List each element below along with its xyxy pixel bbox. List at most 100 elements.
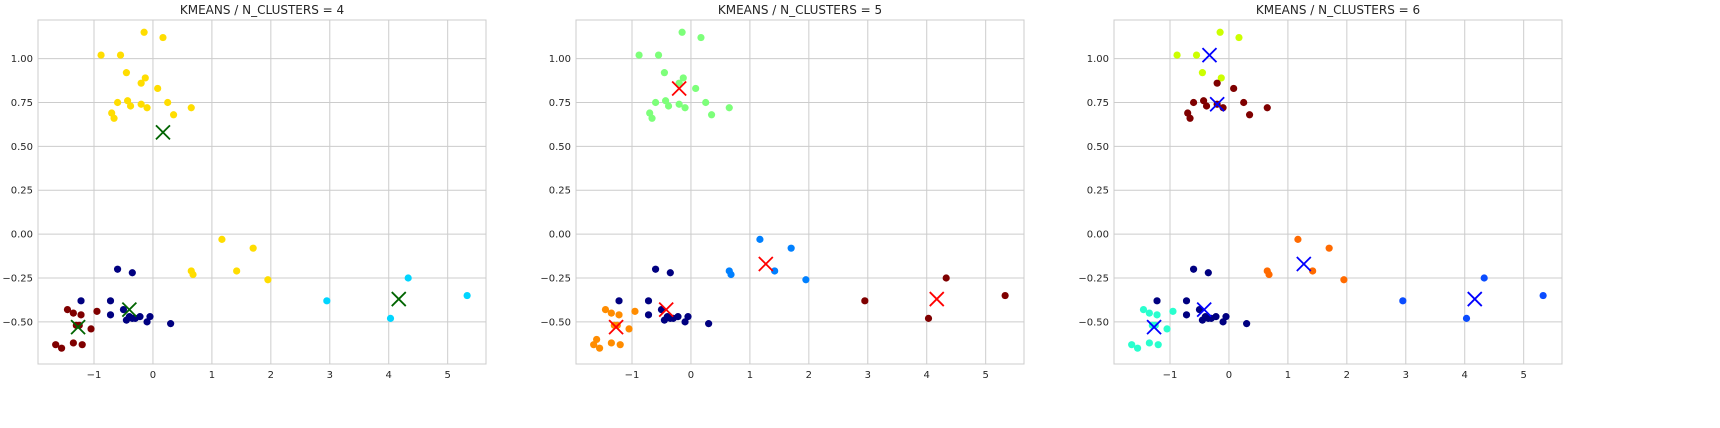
centroid-marker (70, 319, 86, 335)
data-point-cluster-1 (189, 270, 197, 279)
x-tick-label: 1 (1285, 370, 1291, 381)
data-point-cluster-5 (1294, 235, 1302, 243)
centroid-marker (658, 301, 674, 318)
data-point-cluster-6 (1399, 297, 1407, 305)
centroid-marker (608, 319, 624, 335)
plot-area (37, 19, 487, 365)
data-point-cluster-3 (625, 325, 633, 333)
x-tick-label: 3 (327, 370, 333, 381)
data-point-cluster-3 (87, 325, 95, 333)
y-tick-label: 0.50 (11, 142, 33, 153)
data-point-cluster-5 (924, 314, 933, 322)
centroid-marker (671, 80, 687, 97)
data-point-cluster-1 (187, 104, 195, 112)
data-point-cluster-1 (140, 28, 148, 36)
y-tick-label: 0.00 (549, 230, 571, 241)
x-tick-label: 1 (747, 370, 753, 381)
data-point-cluster-1 (1173, 51, 1181, 59)
data-point-cluster-1 (702, 98, 710, 107)
data-point-cluster-3 (631, 307, 639, 315)
centroid-stroke (1209, 96, 1225, 112)
x-tick-label: 4 (1462, 370, 1468, 381)
data-point-cluster-4 (1163, 325, 1171, 333)
data-point-cluster-5 (1001, 291, 1009, 300)
data-point-cluster-2 (644, 311, 653, 319)
data-point-cluster-4 (1145, 339, 1153, 347)
data-point-cluster-3 (593, 335, 601, 344)
x-tick-label: 0 (1226, 370, 1232, 381)
y-tick-label: 1.00 (1087, 54, 1109, 65)
centroid-marker (1146, 319, 1162, 335)
data-point-cluster-1 (159, 33, 167, 42)
y-tick-label: −0.50 (2, 317, 33, 328)
data-point-cluster-1 (725, 104, 733, 112)
data-point-cluster-1 (164, 98, 172, 107)
data-point-cluster-1 (169, 111, 178, 119)
centroid-marker (1467, 291, 1483, 307)
data-point-cluster-1 (678, 28, 686, 36)
data-point-cluster-3 (1222, 313, 1230, 321)
centroid-stroke (155, 124, 171, 140)
data-point-cluster-1 (249, 244, 257, 252)
x-tick-label: 3 (865, 370, 871, 381)
data-point-cluster-3 (595, 344, 604, 352)
data-point-cluster-3 (616, 341, 624, 349)
data-point-cluster-2 (1213, 79, 1221, 87)
data-point-cluster-3 (607, 339, 615, 347)
data-point-cluster-3 (1182, 297, 1191, 305)
data-point-cluster-4 (404, 274, 412, 282)
y-tick-label: 0.25 (11, 186, 33, 197)
data-point-cluster-3 (1189, 265, 1198, 273)
data-point-cluster-1 (113, 98, 122, 107)
data-point-cluster-4 (1169, 307, 1177, 315)
data-point-cluster-2 (146, 313, 154, 321)
centroid-marker (1201, 47, 1218, 63)
data-point-cluster-4 (1139, 305, 1148, 314)
data-point-cluster-1 (1198, 69, 1207, 77)
data-point-cluster-3 (1207, 314, 1215, 322)
data-point-cluster-4 (1153, 311, 1161, 319)
data-point-cluster-1 (675, 100, 683, 108)
y-tick-label: 0.25 (549, 186, 571, 197)
data-point-cluster-3 (69, 339, 77, 347)
data-point-cluster-4 (727, 270, 735, 279)
data-point-cluster-2 (106, 311, 115, 319)
y-tick-label: 0.75 (1087, 98, 1109, 109)
data-point-cluster-2 (131, 314, 139, 322)
data-point-cluster-4 (1133, 344, 1142, 352)
data-point-cluster-1 (97, 51, 105, 59)
x-tick-label: 0 (150, 370, 156, 381)
centroid-stroke (758, 256, 774, 272)
data-point-cluster-2 (666, 269, 674, 277)
data-point-cluster-2 (167, 320, 175, 328)
data-point-cluster-1 (681, 104, 689, 112)
centroid-marker (155, 124, 171, 140)
data-point-cluster-4 (386, 314, 395, 322)
y-tick-label: 1.00 (11, 54, 33, 65)
data-point-cluster-2 (1230, 84, 1238, 93)
data-point-cluster-2 (1189, 98, 1198, 107)
data-point-cluster-2 (128, 269, 136, 277)
centroid-marker (758, 256, 774, 272)
data-point-cluster-2 (705, 320, 713, 328)
data-point-cluster-2 (1240, 98, 1248, 107)
chart-title: KMEANS / N_CLUSTERS = 4 (180, 3, 344, 17)
chart-title: KMEANS / N_CLUSTERS = 5 (718, 3, 882, 17)
y-tick-label: 1.00 (549, 54, 571, 65)
centroid-stroke (121, 301, 138, 318)
data-point-cluster-3 (78, 341, 86, 349)
data-point-cluster-1 (141, 74, 149, 82)
centroid-marker (1296, 256, 1312, 272)
x-tick-label: 4 (924, 370, 930, 381)
subplot-3: −1 0 1 2 3 4 5 −0.50 −0.25 0.00 0.25 0.50 0.75 1.00 KM… (1078, 3, 1563, 381)
data-point-cluster-3 (69, 309, 77, 317)
x-tick-label: 2 (268, 370, 274, 381)
subplot-1: −1 0 1 2 3 4 5 −0.50 −0.25 0.00 0.25 0.50 0.75 1.00 KM… (2, 3, 487, 381)
data-point-cluster-1 (143, 104, 151, 112)
x-tick-label: 1 (209, 370, 215, 381)
data-point-cluster-2 (1186, 114, 1194, 122)
x-tick-label: 4 (386, 370, 392, 381)
centroid-stroke (1196, 301, 1212, 318)
